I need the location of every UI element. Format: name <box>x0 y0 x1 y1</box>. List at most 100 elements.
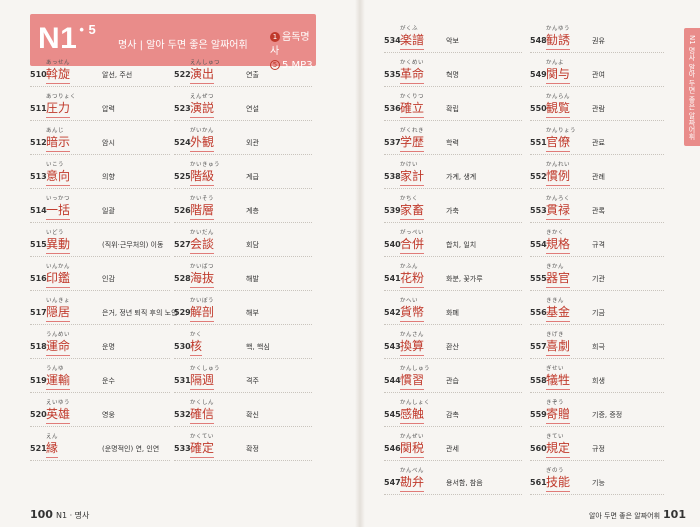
vocab-number: 537 <box>384 138 401 147</box>
vocab-kanji: 運輸 <box>46 371 71 390</box>
vocab-number: 519 <box>30 376 47 385</box>
vocab-number: 546 <box>384 444 401 453</box>
audio-file-label: 5.MP3 <box>282 60 313 71</box>
vocab-entry: 554 きかく 規格 규격 <box>530 224 664 257</box>
vocab-meaning: 권유 <box>592 37 605 45</box>
vocab-reading: あっせん <box>46 60 71 66</box>
vocab-entry: 530 かく核 핵, 핵심 <box>174 326 312 359</box>
vocab-entry: 544 かんしゅう 慣習 관습 <box>384 360 522 393</box>
level-badge-main: N1 <box>38 22 78 55</box>
vocab-kanji: 確立 <box>400 99 425 118</box>
vocab-meaning: 관례 <box>592 173 605 181</box>
vocab-reading: かけい <box>400 162 419 168</box>
vocab-reading: かくめい <box>400 60 425 66</box>
vocab-number: 558 <box>530 376 547 385</box>
vocab-meaning: 연출 <box>246 71 259 79</box>
vocab-reading: いんきょ <box>46 298 71 304</box>
vocab-kanji: 海抜 <box>190 269 215 288</box>
vocab-number: 527 <box>174 240 191 249</box>
vocab-meaning: 기능 <box>592 479 605 487</box>
vocab-number: 520 <box>30 410 47 419</box>
vocab-meaning: 기증, 증정 <box>592 411 623 419</box>
vocab-meaning: 알선, 주선 <box>102 71 133 79</box>
vocab-number: 541 <box>384 274 401 283</box>
vocab-reading: かくしん <box>190 400 215 406</box>
vocab-number: 538 <box>384 172 401 181</box>
vocab-entry: 556 ききん 基金 기금 <box>530 292 664 325</box>
vocab-number: 556 <box>530 308 547 317</box>
vocab-meaning: 암시 <box>102 139 115 147</box>
vocab-number: 517 <box>30 308 47 317</box>
vocab-number: 552 <box>530 172 547 181</box>
vocab-kanji: 確信 <box>190 405 215 424</box>
vocab-entry: 542 かへい 貨幣 화폐 <box>384 292 522 325</box>
vocab-entry: 553 かんろく 貫禄 관록 <box>530 190 664 223</box>
vocab-number: 555 <box>530 274 547 283</box>
vocab-kanji: 喜劇 <box>546 337 571 356</box>
vocab-kanji: 関与 <box>546 65 571 84</box>
vocab-kanji: 器官 <box>546 269 571 288</box>
vocab-entry: 523 えんぜつ 演説 연설 <box>174 88 312 121</box>
vocab-entry: 557 きげき 喜劇 희극 <box>530 326 664 359</box>
vocab-kanji: 外観 <box>190 133 215 152</box>
vocab-meaning: 환산 <box>446 343 459 351</box>
left-footer-label: N1 · 명사 <box>55 511 90 520</box>
vocab-kanji: 観覧 <box>546 99 571 118</box>
vocab-kanji: 規格 <box>546 235 571 254</box>
vocab-number: 516 <box>30 274 47 283</box>
vocab-kanji: 演説 <box>190 99 215 118</box>
vocab-number: 550 <box>530 104 547 113</box>
vocab-reading: かくりつ <box>400 94 425 100</box>
vocab-number: 530 <box>174 342 191 351</box>
vocab-kanji: 家計 <box>400 167 425 186</box>
vocab-number: 526 <box>174 206 191 215</box>
vocab-entry: 550 かんらん 観覧 관람 <box>530 88 664 121</box>
vocab-kanji: 意向 <box>46 167 71 186</box>
vocab-number: 536 <box>384 104 401 113</box>
vocab-kanji: 異動 <box>46 235 71 254</box>
vocab-entry: 529 かいぼう 解剖 해부 <box>174 292 312 325</box>
vocab-reading: きぞう <box>546 400 565 406</box>
vocab-meaning: 관습 <box>446 377 459 385</box>
vocab-kanji: 縁 <box>46 439 59 458</box>
vocab-kanji: 英雄 <box>46 405 71 424</box>
vocab-entry: 513 いこう 意向 의향 <box>30 156 170 189</box>
vocab-entry: 531 かくしゅう 隔週 격주 <box>174 360 312 393</box>
vocab-entry: 545 かんしょく 感触 감촉 <box>384 394 522 427</box>
vocab-entry: 533 かくてい 確定 확정 <box>174 428 312 461</box>
vocab-entry: 540 がっぺい 合併 합치, 일치 <box>384 224 522 257</box>
vocab-number: 532 <box>174 410 191 419</box>
vocab-meaning: 화폐 <box>446 309 459 317</box>
vocab-number: 534 <box>384 36 401 45</box>
vocab-number: 521 <box>30 444 47 453</box>
vocab-entry: 538 かけい 家計 가계, 생계 <box>384 156 522 189</box>
vocab-reading: いどう <box>46 230 65 236</box>
vocab-meaning: 운수 <box>102 377 115 385</box>
vocab-meaning: 핵, 핵심 <box>246 343 270 351</box>
vocab-reading: かんろく <box>546 196 571 202</box>
vocab-meaning: 관여 <box>592 71 605 79</box>
vocab-entry: 515 いどう 異動 (직위·근무처의) 이동 <box>30 224 170 257</box>
vocab-entry: 555 きかん 器官 기관 <box>530 258 664 291</box>
vocab-meaning: 악보 <box>446 37 459 45</box>
vocab-reading: がいかん <box>190 128 215 134</box>
vocab-kanji: 官僚 <box>546 133 571 152</box>
vocab-entry: 535 かくめい 革命 혁명 <box>384 54 522 87</box>
vocab-reading: いんかん <box>46 264 71 270</box>
vocab-kanji: 寄贈 <box>546 405 571 424</box>
vocab-meaning: 연설 <box>246 105 259 113</box>
vocab-number: 528 <box>174 274 191 283</box>
vocab-meaning: 혁명 <box>446 71 459 79</box>
vocab-entry: 518 うんめい 運命 운명 <box>30 326 170 359</box>
vocab-number: 549 <box>530 70 547 79</box>
vocab-meaning: 가계, 생계 <box>446 173 477 181</box>
vocab-reading: かんらん <box>546 94 571 100</box>
vocab-reading: きてい <box>546 434 565 440</box>
vocab-number: 548 <box>530 36 547 45</box>
vocab-kanji: 暗示 <box>46 133 71 152</box>
vocab-number: 561 <box>530 478 547 487</box>
vocab-number: 554 <box>530 240 547 249</box>
vocab-entry: 541 かふん 花粉 화분, 꽃가루 <box>384 258 522 291</box>
level-badge: N1 • 5 <box>38 22 96 56</box>
vocab-number: 543 <box>384 342 401 351</box>
